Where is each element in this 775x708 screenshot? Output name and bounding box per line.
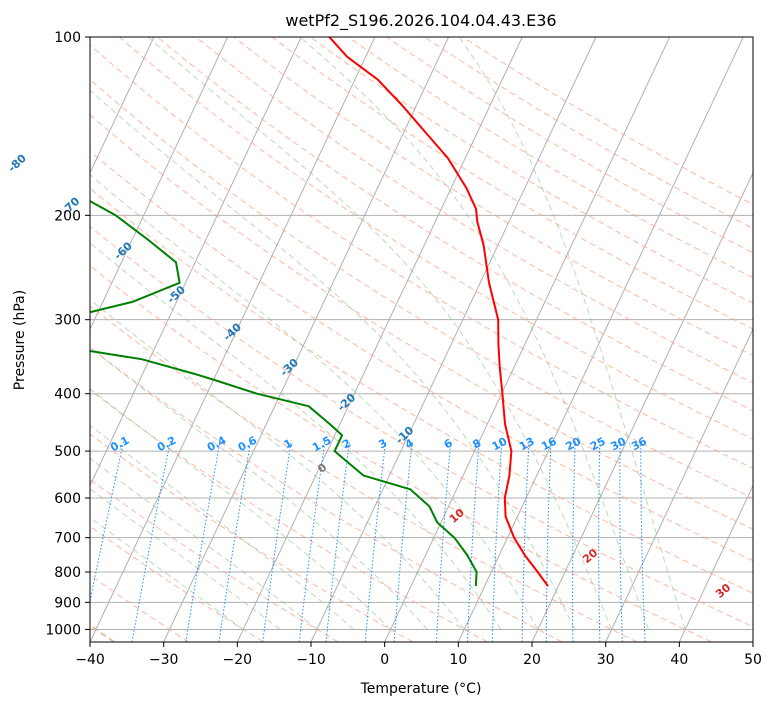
mixing-ratio-line <box>491 440 503 642</box>
temperature-profile-line <box>328 37 549 587</box>
isotherm-line <box>531 171 753 642</box>
isotherm-line <box>605 328 753 642</box>
mixing-ratio-line <box>619 440 623 642</box>
x-tick-label: −20 <box>223 652 253 668</box>
y-tick-label: 1000 <box>45 622 81 638</box>
y-tick-label: 100 <box>54 30 81 46</box>
mixing-ratio-line <box>218 440 252 642</box>
x-tick-label: 40 <box>670 652 688 668</box>
dry-adiabats <box>90 37 753 642</box>
mixing-ratio-line <box>393 440 413 642</box>
x-tick-label: 10 <box>449 652 467 668</box>
mixing-ratio-lines <box>90 440 646 642</box>
moist-adiabats <box>90 37 686 630</box>
moist-adiabat-line <box>299 37 649 630</box>
plot-frame <box>89 36 754 643</box>
dewpoint-profile-line <box>90 200 478 587</box>
moist-adiabat-line <box>90 173 539 630</box>
dry-adiabat-line <box>90 265 712 642</box>
x-axis: −40 −30 −20 −10 0 10 20 30 40 50 <box>75 642 762 668</box>
dry-adiabat-line <box>90 78 753 499</box>
x-tick-label: −30 <box>149 652 179 668</box>
mixing-ratio-line <box>435 440 452 642</box>
y-tick-label: 800 <box>54 565 81 581</box>
y-axis: 100 200 300 400 500 600 700 800 900 1000 <box>45 30 90 638</box>
isotherm-line <box>90 37 155 174</box>
mixing-ratio-label: 25 <box>588 435 608 454</box>
mixing-ratio-line <box>185 440 221 642</box>
moist-adiabat-line <box>147 37 613 630</box>
mixing-ratio-line <box>545 440 552 642</box>
y-tick-label: 400 <box>54 387 81 403</box>
isotherm-line <box>90 37 302 487</box>
moist-adiabat-line <box>90 516 244 630</box>
mixing-ratio-line <box>521 440 530 642</box>
dry-adiabat-line <box>233 37 753 357</box>
x-tick-label: 0 <box>380 652 389 668</box>
mixing-ratio-line <box>90 440 125 604</box>
isotherm-line <box>678 484 753 642</box>
mixing-ratio-line <box>262 440 292 642</box>
mixing-ratio-label: 16 <box>539 435 559 454</box>
dry-adiabat-line <box>90 305 638 642</box>
dry-adiabat-line <box>195 37 753 384</box>
moist-adiabat-line <box>90 424 355 630</box>
mixing-ratio-label: 30 <box>609 435 629 454</box>
mixing-ratio-label: 10 <box>490 435 510 454</box>
y-tick-label: 700 <box>54 531 81 547</box>
mixing-ratio-line <box>131 440 171 642</box>
mixing-ratio-label: 36 <box>629 435 649 454</box>
mixing-ratio-label: 20 <box>563 435 583 454</box>
x-tick-label: −40 <box>75 652 105 668</box>
dry-adiabat-line <box>90 433 414 642</box>
y-axis-label: Pressure (hPa) <box>12 290 28 390</box>
mixing-ratio-line <box>640 440 646 642</box>
isotherm-line <box>457 37 744 642</box>
dry-adiabat-line <box>90 187 753 594</box>
moist-adiabat-line <box>458 37 686 630</box>
y-tick-label: 500 <box>54 444 81 460</box>
x-tick-label: 50 <box>744 652 762 668</box>
mixing-ratio-label: 13 <box>517 435 537 454</box>
moist-adiabat-line <box>90 298 465 630</box>
x-tick-label: 20 <box>523 652 541 668</box>
mixing-ratio-line <box>298 440 326 642</box>
x-tick-label: 30 <box>597 652 615 668</box>
x-tick-label: −10 <box>296 652 326 668</box>
isotherm-line <box>163 37 450 642</box>
mixing-ratio-line <box>325 440 351 642</box>
mixing-ratio-line <box>364 440 387 642</box>
moist-adiabat-line <box>90 457 318 630</box>
isotherm-line <box>90 37 376 642</box>
dry-adiabat-line <box>90 225 753 628</box>
moist-adiabat-line <box>90 388 391 630</box>
isotherm-line <box>90 37 229 331</box>
mixing-ratio-line <box>572 440 576 642</box>
dry-adiabat-line <box>90 574 190 642</box>
sounding-profiles <box>90 37 549 587</box>
y-tick-label: 900 <box>54 595 81 611</box>
chart-title: wetPf2_S196.2026.104.04.43.E36 <box>285 11 556 31</box>
dry-adiabat-line <box>90 389 488 642</box>
moist-adiabat-line <box>90 89 576 630</box>
y-tick-label: 200 <box>54 208 81 224</box>
dry-adiabat-line <box>90 346 563 642</box>
dry-adiabat-line <box>90 44 753 469</box>
x-axis-label: Temperature (°C) <box>360 681 482 697</box>
moist-adiabat-line <box>90 242 502 630</box>
mixing-ratio-line <box>598 440 601 642</box>
isotherm-line <box>384 37 671 642</box>
isotherm-line <box>236 37 523 642</box>
y-tick-label: 600 <box>54 491 81 507</box>
y-tick-label: 300 <box>54 313 81 329</box>
